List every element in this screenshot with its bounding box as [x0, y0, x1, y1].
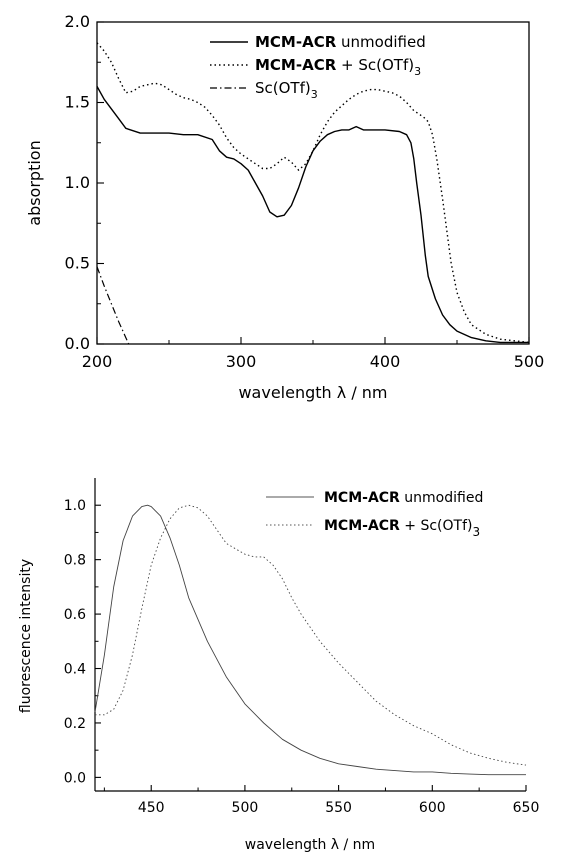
y-tick-label: 0.8 [64, 553, 86, 569]
legend-label-sc-modified: MCM-ACR + Sc(OTf)3 [324, 518, 480, 539]
legend: MCM-ACR unmodified MCM-ACR + Sc(OTf)3 Sc… [210, 33, 426, 101]
series-line-dashdot [96, 266, 130, 345]
x-tick-label: 600 [419, 800, 446, 816]
series-line-dotted [95, 504, 527, 766]
legend-label-unmodified: MCM-ACR unmodified [255, 33, 426, 51]
x-tick-label: 550 [325, 800, 352, 816]
series-line-solid [94, 504, 526, 776]
legend-label-sc: Sc(OTf)3 [255, 79, 318, 101]
x-axis-title: wavelength λ / nm [245, 837, 375, 853]
series-line-dotted [96, 42, 530, 344]
axis-ticks: 200 300 400 500 0.0 0.5 1.0 1.5 2.0 [65, 12, 545, 371]
y-tick-label: 0.0 [64, 770, 86, 786]
y-tick-label: 0.0 [65, 334, 90, 353]
y-tick-label: 1.0 [64, 498, 86, 514]
y-tick-label: 1.5 [65, 93, 90, 112]
y-tick-label: 0.6 [64, 607, 86, 623]
y-tick-label: 0.4 [64, 662, 86, 678]
fluorescence-chart: 450 500 550 600 650 0.0 0.2 0.4 0.6 0.8 1.0 wavele… [18, 478, 539, 853]
y-axis-title: fluorescence intensity [18, 559, 34, 713]
y-tick-label: 0.2 [64, 716, 86, 732]
series-line-solid [96, 86, 529, 344]
axis-ticks: 450 500 550 600 650 0.0 0.2 0.4 0.6 0.8 1.0 [64, 498, 540, 816]
legend: MCM-ACR unmodified MCM-ACR + Sc(OTf)3 [266, 490, 483, 539]
x-tick-label: 200 [82, 352, 113, 371]
y-tick-label: 1.0 [65, 173, 90, 192]
legend-label-sc-modified: MCM-ACR + Sc(OTf)3 [255, 56, 421, 78]
series-lines [94, 504, 527, 776]
y-tick-label: 0.5 [65, 254, 90, 273]
x-tick-label: 500 [514, 352, 545, 371]
y-tick-label: 2.0 [65, 12, 90, 31]
x-tick-label: 450 [138, 800, 165, 816]
series-lines [96, 42, 530, 345]
x-tick-label: 400 [370, 352, 401, 371]
legend-label-unmodified: MCM-ACR unmodified [324, 490, 483, 506]
x-tick-label: 500 [232, 800, 259, 816]
y-axis-title: absorption [25, 140, 44, 225]
x-axis-title: wavelength λ / nm [238, 383, 387, 402]
absorption-chart: 200 300 400 500 0.0 0.5 1.0 1.5 2.0 wavelength λ… [25, 12, 544, 402]
x-tick-label: 650 [513, 800, 540, 816]
x-tick-label: 300 [226, 352, 257, 371]
